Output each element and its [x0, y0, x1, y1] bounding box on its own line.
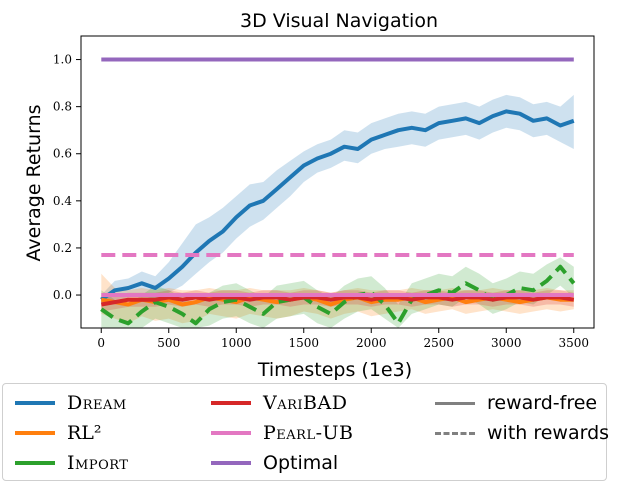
legend-label-pearl-ub: Pearl-UB — [263, 422, 354, 444]
y-tick-label-4: 0.8 — [53, 100, 72, 114]
legend-swatch-with-rewards — [435, 431, 475, 435]
x-tick-label-3: 1500 — [288, 336, 319, 350]
plot-area: 0 500 1000 1500 2000 2500 3000 3500 0.0 0.2 0.4 0.6… — [53, 35, 595, 350]
legend-item-import: Import — [15, 449, 128, 477]
legend-label-with-rewards: with rewards — [487, 422, 610, 444]
chart-title: 3D Visual Navigation — [240, 10, 438, 32]
x-tick-label-7: 3500 — [558, 336, 589, 350]
legend-swatch-pearl-ub — [211, 431, 251, 435]
legend-item-with-rewards: with rewards — [435, 419, 609, 447]
y-tick-label-1: 0.2 — [53, 241, 72, 255]
legend-swatch-reward-free — [435, 401, 475, 405]
y-tick-label-5: 1.0 — [53, 53, 72, 67]
legend-swatch-optimal — [211, 461, 251, 465]
legend-label-rl2: RL² — [67, 422, 102, 444]
series-line-varibad-3 — [100, 295, 575, 307]
legend-item-reward-free: reward-free — [435, 389, 597, 417]
legend-label-import: Import — [67, 452, 129, 474]
series-layer — [100, 57, 576, 328]
y-axis-label: Average Returns — [23, 104, 45, 261]
x-tick-label-2: 1000 — [221, 336, 252, 350]
legend-item-optimal: Optimal — [211, 449, 338, 477]
x-axis-label: Timesteps (1e3) — [257, 359, 412, 381]
legend-swatch-rl2 — [15, 431, 55, 435]
y-tick-label-3: 0.6 — [53, 147, 72, 161]
legend-swatch-dream — [15, 401, 55, 405]
legend-item-pearl-ub: Pearl-UB — [211, 419, 353, 447]
band-import-2 — [101, 257, 574, 328]
legend-swatch-varibad — [211, 401, 251, 405]
band-dream-0 — [101, 94, 574, 305]
x-tick-label-6: 3000 — [491, 336, 522, 350]
legend-label-dream: Dream — [67, 392, 127, 414]
legend-swatch-import — [15, 461, 55, 465]
plot-frame — [80, 35, 595, 329]
x-tick-label-4: 2000 — [356, 336, 387, 350]
legend-item-rl2: RL² — [15, 419, 102, 447]
y-tick-label-2: 0.4 — [53, 194, 72, 208]
legend-label-varibad: VariBAD — [263, 392, 348, 414]
legend-item-dream: Dream — [15, 389, 127, 417]
x-tick-label-5: 2500 — [423, 336, 454, 350]
y-tick-label-0: 0.0 — [53, 288, 72, 302]
x-tick-label-0: 0 — [97, 336, 105, 350]
series-line-dream-0 — [100, 109, 575, 302]
legend-item-varibad: VariBAD — [211, 389, 347, 417]
x-tick-label-1: 500 — [157, 336, 180, 350]
legend-label-optimal: Optimal — [263, 452, 339, 474]
legend-label-reward-free: reward-free — [487, 392, 598, 414]
legend: Dream RL² Import VariBAD Pearl-UB Optima… — [2, 383, 609, 481]
